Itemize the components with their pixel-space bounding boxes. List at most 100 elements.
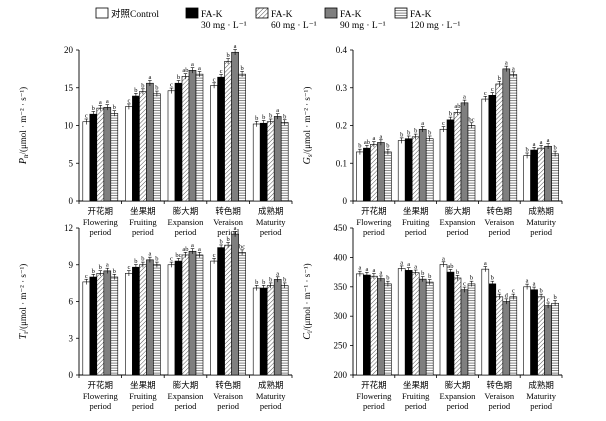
bar xyxy=(418,128,427,202)
y-tick-label-4: 400 xyxy=(334,252,348,262)
significance-letter: c xyxy=(127,97,130,104)
group-0: a a a ab xyxy=(352,265,392,378)
significance-letter: a xyxy=(358,265,361,272)
category-label-en: Veraison xyxy=(484,217,514,227)
category-label-en2: period xyxy=(405,401,427,411)
significance-letter: a xyxy=(421,120,424,127)
group-1: a a ab b xyxy=(394,259,434,378)
category-label-en: Flowering xyxy=(356,217,392,227)
bar xyxy=(103,270,112,376)
category-label-zh: 开花期 xyxy=(361,206,387,216)
significance-letter: b xyxy=(553,294,556,301)
bar xyxy=(551,302,559,376)
y-tick-label-3: 9 xyxy=(69,260,74,270)
bar xyxy=(446,271,455,376)
significance-letter: b xyxy=(386,143,389,150)
bar xyxy=(174,82,183,202)
significance-letter: a xyxy=(276,107,279,114)
y-tick-label-5: 450 xyxy=(334,223,348,233)
category-label-en2: period xyxy=(89,227,111,237)
significance-letter: b xyxy=(226,52,229,59)
bar xyxy=(467,283,476,376)
bar xyxy=(110,276,119,376)
category-label-en2: period xyxy=(447,401,469,411)
significance-letter: c xyxy=(484,90,487,97)
category-label-en2: period xyxy=(260,227,282,237)
bar xyxy=(89,276,98,376)
bar xyxy=(551,153,559,202)
category-label-en2: period xyxy=(132,227,154,237)
significance-letter: c xyxy=(170,256,173,263)
category-label-en: Veraison xyxy=(484,391,514,401)
significance-letter: c xyxy=(220,68,223,75)
significance-letter: c xyxy=(463,281,466,288)
significance-letter: b xyxy=(269,276,272,283)
significance-letter: b xyxy=(498,75,501,82)
significance-letter: c xyxy=(170,82,173,89)
significance-letter: a xyxy=(276,270,279,277)
significance-letter: b xyxy=(92,268,95,275)
significance-letter: b xyxy=(358,143,361,150)
category-label-en2: period xyxy=(530,401,552,411)
significance-letter: a xyxy=(414,264,417,271)
y-tick-label-0: 0 xyxy=(343,196,348,206)
significance-letter: a xyxy=(512,65,515,72)
significance-letter: a xyxy=(191,242,194,249)
group-4: ba a ab xyxy=(519,137,559,204)
group-0: cbb ab xyxy=(78,262,119,378)
category-label-en2: period xyxy=(217,401,239,411)
significance-letter: a xyxy=(106,262,109,269)
group-4: b b bab xyxy=(248,107,289,204)
significance-letter: b xyxy=(240,65,243,72)
category-label-zh: 成熟期 xyxy=(258,206,284,216)
significance-letter: b xyxy=(539,288,542,295)
y-tick-label-1: 3 xyxy=(69,333,74,343)
bar xyxy=(139,264,147,376)
legend-unit-1: 30 mg · L⁻¹ xyxy=(201,21,247,31)
category-label-zh: 膨大期 xyxy=(445,380,471,390)
bar xyxy=(377,278,385,376)
bar xyxy=(370,144,378,202)
category-label-en2: period xyxy=(363,401,385,411)
significance-letter: a xyxy=(379,133,382,140)
bar xyxy=(231,51,239,202)
significance-letter: b xyxy=(134,87,137,94)
significance-letter: b xyxy=(113,268,116,275)
significance-letter: a xyxy=(547,137,550,144)
significance-letter: b xyxy=(141,82,144,89)
y-tick-label-2: 10 xyxy=(64,121,74,131)
significance-letter: b xyxy=(155,256,158,263)
legend-unit-3: 90 mg · L⁻¹ xyxy=(340,21,386,31)
category-label-en: Expansion xyxy=(440,217,477,227)
significance-letter: b xyxy=(283,113,286,120)
category-label-en2: period xyxy=(217,227,239,237)
category-label-en: Maturity xyxy=(256,391,286,401)
bar xyxy=(132,266,140,376)
significance-letter: a xyxy=(372,267,375,274)
category-label-zh: 坐果期 xyxy=(403,380,429,390)
bar xyxy=(125,106,133,202)
bar xyxy=(167,264,176,376)
category-label-zh: 坐果期 xyxy=(403,206,429,216)
significance-letter: c xyxy=(85,273,88,280)
bar xyxy=(188,70,197,202)
significance-letter: bc xyxy=(239,243,245,250)
significance-letter: b xyxy=(219,238,222,245)
bar xyxy=(509,296,518,376)
bar xyxy=(404,138,413,202)
bar xyxy=(537,147,545,202)
bar xyxy=(481,98,490,202)
legend-swatch-2 xyxy=(255,7,269,19)
significance-letter: c xyxy=(127,264,130,271)
category-label-en2: period xyxy=(530,227,552,237)
bar xyxy=(146,82,154,202)
category-label-zh: 成熟期 xyxy=(258,380,284,390)
bar xyxy=(252,287,261,376)
bar xyxy=(404,270,413,376)
bar xyxy=(259,122,268,202)
bar xyxy=(411,136,420,202)
significance-letter: b xyxy=(428,273,431,280)
significance-letter: b xyxy=(525,146,528,153)
